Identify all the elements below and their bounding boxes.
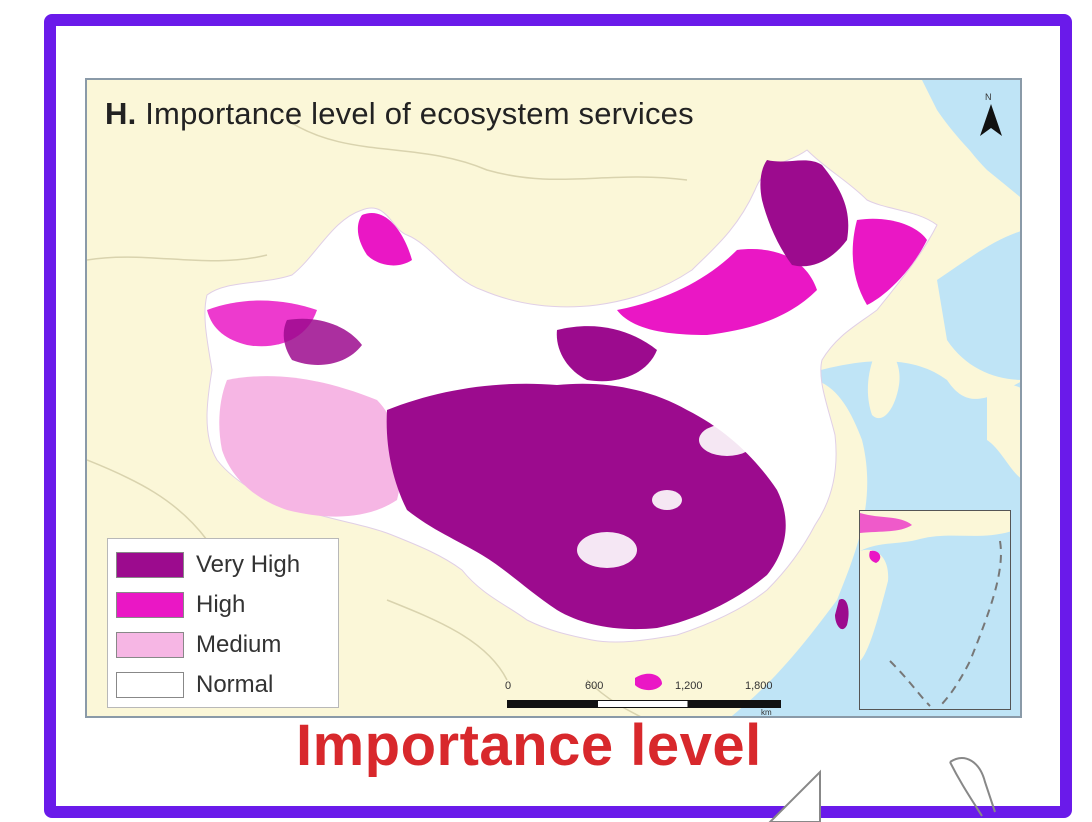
zone-very-high-central	[386, 383, 786, 630]
caption-importance-level: Importance level	[296, 713, 762, 778]
japan-sea	[937, 231, 1020, 380]
zone-very-high-northeast	[760, 160, 849, 267]
japan-land	[987, 384, 1020, 478]
hainan-island	[635, 673, 662, 691]
legend-swatch-high	[116, 592, 184, 618]
north-lake	[922, 80, 1020, 197]
map-panel: H. Importance level of ecosystem service…	[85, 78, 1022, 718]
scale-tick-0: 0	[505, 680, 512, 692]
scale-tick-1800: 1,800	[745, 680, 773, 692]
zone-very-high-xinjiang	[283, 318, 362, 365]
scale-bar-line	[507, 700, 781, 708]
callout-pointer-icon	[768, 757, 996, 822]
scale-tick-1200: 1,200	[675, 680, 703, 692]
legend-swatch-normal	[116, 672, 184, 698]
scale-bar: 0 600 1,200 1,800 km	[505, 678, 785, 717]
legend-item-medium: Medium	[116, 625, 330, 665]
legend-item-high: High	[116, 585, 330, 625]
taiwan-island	[835, 599, 849, 630]
zone-high-north	[617, 249, 817, 335]
map-title-text: Importance level of ecosystem services	[145, 96, 694, 131]
normal-patches	[347, 286, 816, 568]
legend-item-normal: Normal	[116, 665, 330, 705]
north-arrow-icon: N	[976, 92, 1006, 142]
zone-high-northeast	[852, 218, 927, 305]
south-china-sea-inset	[859, 510, 1011, 710]
map-title: H. Importance level of ecosystem service…	[105, 96, 694, 132]
map-canvas	[87, 80, 1020, 716]
legend-swatch-very-high	[116, 552, 184, 578]
legend-label-high: High	[196, 591, 246, 618]
scale-tick-600: 600	[585, 680, 604, 692]
map-title-prefix: H.	[105, 96, 137, 131]
scale-unit: km	[761, 708, 772, 717]
north-label: N	[985, 92, 992, 102]
zone-very-high-north	[556, 326, 657, 382]
legend-label-normal: Normal	[196, 671, 274, 698]
legend-label-very-high: Very High	[196, 551, 301, 578]
zone-high-northwest	[357, 213, 412, 266]
legend-swatch-medium	[116, 632, 184, 658]
korea-land	[867, 349, 900, 419]
legend-item-very-high: Very High	[116, 545, 330, 585]
legend: Very High High Medium Normal	[107, 538, 339, 708]
legend-label-medium: Medium	[196, 631, 282, 658]
zone-medium	[219, 376, 401, 517]
